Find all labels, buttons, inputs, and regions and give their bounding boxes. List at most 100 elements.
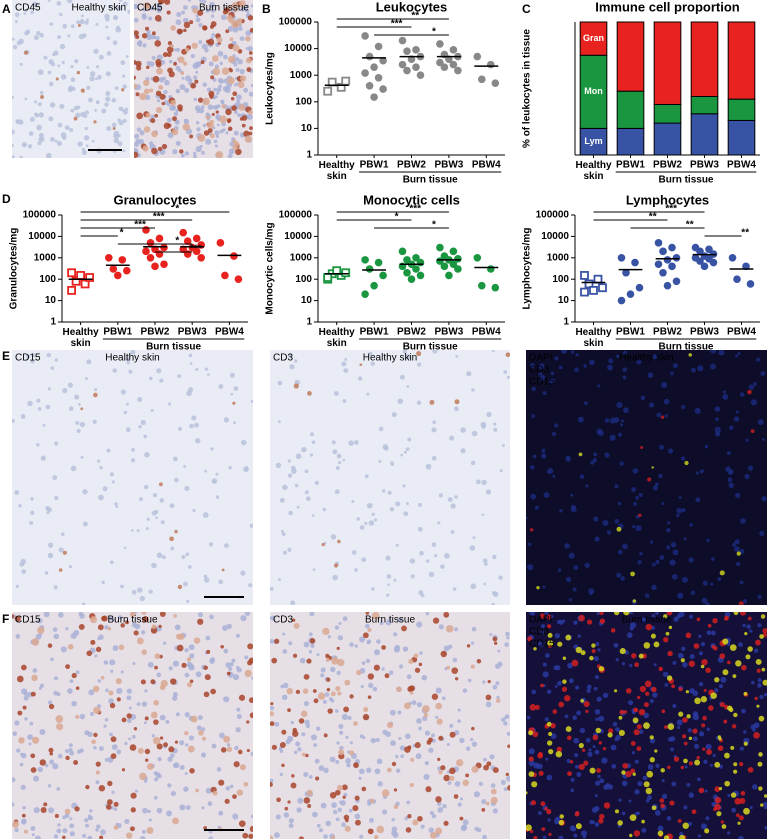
cell xyxy=(143,434,148,439)
cell xyxy=(338,622,342,626)
cell xyxy=(197,618,204,625)
cell xyxy=(195,70,199,74)
cell xyxy=(144,452,150,458)
cell xyxy=(36,442,40,447)
cell xyxy=(579,474,585,479)
cell xyxy=(282,484,288,491)
cell xyxy=(193,422,199,428)
cell xyxy=(407,814,412,819)
cell xyxy=(197,715,203,721)
cell xyxy=(281,729,287,735)
image-bg xyxy=(270,350,510,605)
cell xyxy=(207,104,214,110)
cell xyxy=(318,765,325,771)
cell xyxy=(139,130,145,136)
cell xyxy=(247,15,253,21)
cell xyxy=(173,614,178,618)
cell xyxy=(70,108,75,113)
y-tick-label: 100000 xyxy=(536,210,570,221)
cell xyxy=(12,143,14,148)
cell xyxy=(683,741,688,746)
cell xyxy=(736,551,741,556)
cell xyxy=(666,545,671,550)
cell xyxy=(730,745,735,750)
cell xyxy=(351,499,355,503)
cell xyxy=(406,800,411,805)
cell xyxy=(717,735,722,739)
cell xyxy=(224,7,230,13)
cell xyxy=(568,552,575,559)
cell xyxy=(202,123,207,128)
cell xyxy=(386,574,392,579)
cell xyxy=(173,111,179,117)
cell xyxy=(48,116,54,122)
cell xyxy=(754,648,759,653)
cell xyxy=(547,624,552,629)
point xyxy=(473,52,482,61)
cell xyxy=(589,592,593,595)
cell xyxy=(700,664,705,669)
cell xyxy=(142,616,149,623)
cell xyxy=(722,669,729,676)
cell xyxy=(586,688,591,693)
cell xyxy=(621,662,626,666)
x-tick-label: PBW4 xyxy=(727,327,756,338)
cell xyxy=(719,570,725,576)
point xyxy=(374,258,383,267)
cell xyxy=(186,390,192,397)
texture xyxy=(526,350,767,605)
cell xyxy=(730,792,737,798)
cell xyxy=(134,133,140,139)
cell xyxy=(57,122,63,128)
significance-label: ** xyxy=(686,220,694,231)
cell xyxy=(405,447,410,451)
cell xyxy=(228,5,234,11)
cell xyxy=(204,674,211,681)
cell xyxy=(527,636,533,642)
cell xyxy=(334,789,341,796)
cell xyxy=(159,714,166,721)
cell xyxy=(602,747,607,751)
cell xyxy=(647,764,654,770)
cell xyxy=(351,550,357,555)
cell xyxy=(293,383,299,389)
cell xyxy=(554,423,559,428)
cell xyxy=(204,469,208,473)
point xyxy=(580,287,589,297)
point xyxy=(379,85,387,93)
cell xyxy=(354,813,361,820)
cell xyxy=(223,696,230,703)
cell xyxy=(156,743,163,750)
cell xyxy=(95,100,100,105)
cell xyxy=(135,34,140,40)
cell xyxy=(43,612,50,618)
cell xyxy=(410,574,415,579)
cell xyxy=(37,69,44,75)
cell xyxy=(341,822,346,828)
cell xyxy=(30,10,34,15)
cell xyxy=(302,688,309,694)
cell xyxy=(39,683,45,688)
cell xyxy=(643,781,650,788)
cell xyxy=(203,577,210,583)
cell xyxy=(599,618,606,624)
cell xyxy=(664,414,668,418)
cell xyxy=(270,615,276,621)
cell xyxy=(470,664,475,669)
cell xyxy=(369,817,374,823)
point xyxy=(454,66,462,75)
cell xyxy=(136,127,142,132)
cell xyxy=(625,770,632,778)
cell xyxy=(660,415,665,419)
cell xyxy=(116,25,120,29)
cell xyxy=(24,829,28,834)
cell xyxy=(666,816,672,821)
cell xyxy=(158,0,163,5)
cell xyxy=(546,721,552,727)
cell xyxy=(124,107,129,111)
cell xyxy=(585,709,589,713)
cell xyxy=(154,14,162,22)
stain-label: DAPI xyxy=(529,353,552,364)
cell xyxy=(182,61,188,66)
cell xyxy=(198,107,205,114)
